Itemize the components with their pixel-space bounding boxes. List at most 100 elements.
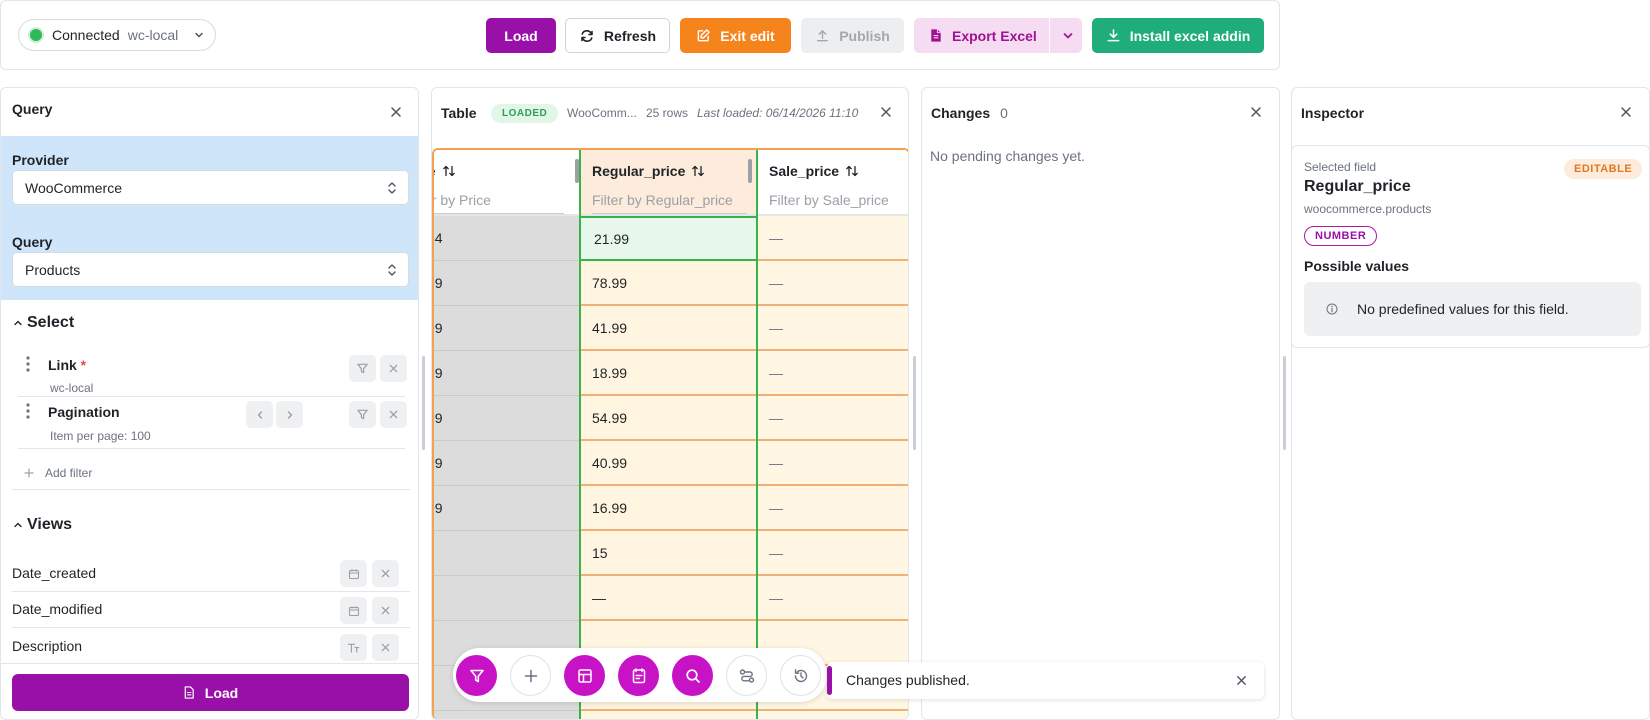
- column-header[interactable]: Sale_price Filter by Sale_price: [758, 150, 908, 216]
- query-load-button[interactable]: Load: [12, 674, 409, 711]
- route-tool-button[interactable]: [726, 655, 767, 696]
- connection-env: wc-local: [127, 27, 179, 43]
- info-icon: [1326, 303, 1338, 315]
- query-select[interactable]: Products: [12, 252, 409, 287]
- load-button[interactable]: Load: [486, 18, 556, 53]
- drag-handle-icon[interactable]: [26, 356, 30, 372]
- load-button-label: Load: [504, 27, 538, 44]
- table-cell-price[interactable]: 99: [434, 396, 579, 441]
- view-item-description[interactable]: Description: [12, 638, 83, 654]
- table-cell-regular-price[interactable]: 78.99: [581, 261, 756, 306]
- history-tool-button[interactable]: [780, 655, 821, 696]
- table-cell-sale-price[interactable]: —: [758, 576, 908, 621]
- drag-handle-icon[interactable]: [26, 403, 30, 419]
- divider: [12, 489, 410, 490]
- table-cell-sale-price[interactable]: —: [758, 261, 908, 306]
- filter-tool-button[interactable]: [456, 655, 497, 696]
- table-cell-regular-price[interactable]: 40.99: [581, 441, 756, 486]
- sort-icon[interactable]: [691, 164, 705, 178]
- table-cell-price[interactable]: [434, 531, 579, 576]
- date-type-button[interactable]: [340, 597, 367, 624]
- views-section-toggle[interactable]: Views: [13, 516, 72, 534]
- column-header-label: Regular_price: [592, 163, 686, 179]
- column-header[interactable]: Regular_price Filter by Regular_price: [581, 150, 756, 216]
- remove-button[interactable]: [372, 597, 399, 624]
- panel-resize-handle[interactable]: [1283, 356, 1286, 450]
- table-cell-regular-price[interactable]: —: [581, 576, 756, 621]
- table-cell-sale-price[interactable]: —: [758, 396, 908, 441]
- table-cell-price[interactable]: [434, 576, 579, 621]
- view-item-date-modified[interactable]: Date_modified: [12, 601, 103, 617]
- provider-select[interactable]: WooCommerce: [12, 170, 409, 205]
- query-panel: Query Provider WooCommerce Query Product…: [0, 87, 419, 720]
- remove-button[interactable]: [372, 634, 399, 661]
- close-icon[interactable]: [1249, 105, 1263, 119]
- export-divider: [1049, 18, 1050, 53]
- search-tool-button[interactable]: [672, 655, 713, 696]
- table-cell-regular-price[interactable]: 41.99: [581, 306, 756, 351]
- next-page-button[interactable]: [276, 401, 303, 428]
- select-section-toggle[interactable]: Select: [13, 314, 74, 332]
- table-cell-sale-price[interactable]: —: [758, 531, 908, 576]
- table-cell-regular-price[interactable]: 18.99: [581, 351, 756, 396]
- panel-resize-handle[interactable]: [913, 356, 916, 450]
- column-resize-handle[interactable]: [575, 159, 579, 183]
- add-filter-button[interactable]: Add filter: [24, 466, 92, 480]
- exit-edit-button[interactable]: Exit edit: [680, 18, 791, 53]
- column-resize-handle[interactable]: [748, 159, 752, 183]
- prev-page-button[interactable]: [246, 401, 273, 428]
- connection-status: Connected: [52, 27, 120, 43]
- column-filter-input[interactable]: er by Price: [434, 192, 564, 214]
- filter-button[interactable]: [349, 355, 376, 382]
- filter-icon: [356, 408, 369, 421]
- document-icon: [183, 686, 195, 699]
- publish-button[interactable]: Publish: [801, 18, 904, 53]
- table-cell-price[interactable]: 99: [434, 441, 579, 486]
- text-type-icon: [347, 642, 360, 654]
- close-icon[interactable]: [389, 105, 403, 119]
- text-type-button[interactable]: [340, 634, 367, 661]
- close-icon[interactable]: [1619, 105, 1633, 119]
- column-header[interactable]: ce er by Price: [434, 150, 579, 216]
- refresh-icon: [579, 28, 595, 44]
- close-icon[interactable]: [879, 105, 893, 119]
- remove-button[interactable]: [380, 401, 407, 428]
- close-icon[interactable]: [1235, 674, 1248, 687]
- column-filter-input[interactable]: Filter by Sale_price: [769, 192, 889, 208]
- view-item-date-created[interactable]: Date_created: [12, 565, 97, 581]
- sort-icon[interactable]: [442, 164, 456, 178]
- table-cell-sale-price[interactable]: —: [758, 306, 908, 351]
- export-excel-button[interactable]: Export Excel: [914, 18, 1082, 53]
- remove-button[interactable]: [372, 560, 399, 587]
- refresh-button[interactable]: Refresh: [565, 18, 670, 53]
- table-cell-regular-price[interactable]: 15: [581, 531, 756, 576]
- chevron-down-icon[interactable]: [1062, 30, 1074, 42]
- top-toolbar: Connected wc-local Load Refresh Exit edi…: [0, 0, 1280, 70]
- select-item-title: Link: [48, 357, 77, 373]
- table-cell-regular-price-selected[interactable]: 21.99: [579, 216, 758, 261]
- table-cell-sale-price[interactable]: —: [758, 486, 908, 531]
- table-cell-sale-price[interactable]: —: [758, 216, 908, 261]
- table-cell-price[interactable]: 34: [434, 216, 579, 261]
- table-cell-regular-price[interactable]: 54.99: [581, 396, 756, 441]
- install-excel-addin-button[interactable]: Install excel addin: [1092, 18, 1264, 53]
- table-cell-price[interactable]: 99: [434, 351, 579, 396]
- table-tool-button[interactable]: [564, 655, 605, 696]
- remove-button[interactable]: [380, 355, 407, 382]
- notes-tool-button[interactable]: [618, 655, 659, 696]
- chevron-up-icon: [13, 520, 23, 530]
- table-cell-sale-price[interactable]: —: [758, 351, 908, 396]
- table-cell-price[interactable]: 99: [434, 486, 579, 531]
- filter-button[interactable]: [349, 401, 376, 428]
- table-cell-price[interactable]: [434, 666, 579, 711]
- connection-selector[interactable]: Connected wc-local: [18, 19, 216, 51]
- sort-icon[interactable]: [845, 164, 859, 178]
- table-cell-price[interactable]: 99: [434, 306, 579, 351]
- column-filter-input[interactable]: Filter by Regular_price: [592, 192, 747, 214]
- add-tool-button[interactable]: [510, 655, 551, 696]
- date-type-button[interactable]: [340, 560, 367, 587]
- table-cell-sale-price[interactable]: —: [758, 441, 908, 486]
- table-cell-price[interactable]: 99: [434, 261, 579, 306]
- panel-resize-handle[interactable]: [422, 356, 425, 450]
- table-cell-regular-price[interactable]: 16.99: [581, 486, 756, 531]
